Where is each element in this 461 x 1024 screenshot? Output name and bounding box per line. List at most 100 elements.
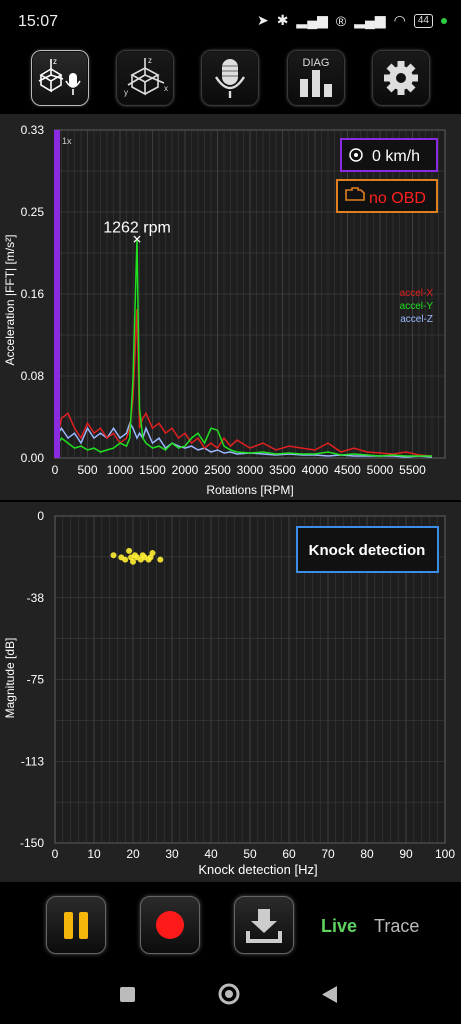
speed-box[interactable]: 0 km/h (340, 138, 438, 172)
knock-y-tick-label: -38 (27, 591, 45, 605)
accel-mic-mode-button[interactable]: z (31, 50, 89, 106)
fft-x-tick-label: 500 (77, 463, 97, 477)
fft-y-tick-label: 0.16 (21, 287, 45, 301)
knock-point (122, 556, 129, 563)
svg-text:z: z (53, 57, 57, 66)
battery-icon: 44 (413, 13, 433, 28)
obd-status: no OBD (369, 190, 426, 207)
pause-button[interactable] (46, 896, 106, 954)
knock-x-tick-label: 70 (321, 847, 335, 861)
fft-x-tick-label: 2000 (172, 463, 199, 477)
knock-point (110, 552, 117, 559)
accel-3d-icon: z x y (124, 56, 168, 97)
fft-y-ticks: 0.00 0.08 0.16 0.25 0.33 (21, 123, 45, 465)
knock-point (157, 556, 164, 563)
recents-icon[interactable] (120, 987, 135, 1002)
location-icon: ➤ (256, 12, 269, 28)
download-button[interactable] (234, 896, 294, 954)
knock-y-tick-label: -150 (20, 836, 44, 850)
knock-chart[interactable]: 0 -38 -75 -113 -150 0 10 20 30 40 50 60 70 80 90 100 M… (0, 502, 461, 882)
peak-marker: ✕ 1262 rpm (103, 219, 171, 246)
knock-chart-panel: 0 -38 -75 -113 -150 0 10 20 30 40 50 60 70 80 90 100 M… (0, 502, 461, 882)
download-icon (246, 909, 282, 943)
diag-mode-button[interactable]: DIAG (287, 50, 345, 106)
knock-y-tick-label: -75 (27, 673, 45, 687)
knock-x-ticks: 0 10 20 30 40 50 60 70 80 90 100 (52, 847, 456, 861)
fft-y-tick-label: 0.00 (21, 451, 45, 465)
knock-x-tick-label: 100 (435, 847, 455, 861)
series-line-accel-x (54, 308, 433, 457)
accel-mic-icon: z (38, 57, 81, 95)
knock-x-tick-label: 80 (360, 847, 374, 861)
fft-x-tick-label: 3500 (269, 463, 296, 477)
accel-3d-mode-button[interactable]: z x y (116, 50, 174, 106)
series-line-accel-y (54, 239, 432, 457)
fft-chart[interactable]: 0.00 0.08 0.16 0.25 0.33 0 500 1000 1500 2000 250… (0, 114, 461, 500)
svg-text:y: y (124, 88, 128, 97)
cursor-label: 1x (62, 136, 72, 146)
knock-x-tick-label: 0 (52, 847, 59, 861)
settings-button[interactable] (372, 50, 430, 106)
microphone-icon (214, 59, 246, 98)
peak-x-mark: ✕ (132, 232, 142, 246)
knock-y-tick-label: -113 (21, 754, 44, 768)
fft-x-tick-label: 5000 (367, 463, 394, 477)
legend-accel-x: accel-X (400, 288, 434, 299)
back-icon[interactable] (322, 986, 337, 1003)
roaming-icon: ® (335, 12, 347, 29)
mode-toolbar: z z x y DIAG (0, 42, 461, 114)
bluetooth-icon: ✱ (276, 12, 289, 28)
fft-x-tick-label: 4000 (302, 463, 329, 477)
fft-x-tick-label: 0 (52, 463, 59, 477)
wheel-icon (349, 148, 363, 162)
knock-y-tick-label: 0 (37, 509, 44, 523)
knock-x-tick-label: 10 (87, 847, 101, 861)
knock-point (130, 558, 136, 565)
fft-x-tick-label: 4500 (334, 463, 361, 477)
knock-x-tick-label: 40 (204, 847, 218, 861)
fft-x-tick-label: 1000 (107, 463, 134, 477)
fft-x-tick-label: 1500 (139, 463, 166, 477)
privacy-dot-icon (441, 17, 447, 24)
legend-accel-y: accel-Y (400, 301, 434, 312)
record-icon (156, 911, 184, 939)
series-line-accel-z (54, 421, 433, 458)
control-bar: Live Trace (0, 884, 461, 970)
mic-mode-button[interactable] (201, 50, 259, 106)
diag-chart-icon: DIAG (300, 57, 332, 97)
fft-y-tick-label: 0.33 (21, 123, 45, 137)
sim-signal-icon: ▂▄▆ (354, 12, 386, 28)
knock-points (110, 547, 164, 565)
fft-legend: accel-X accel-Y accel-Z (400, 288, 434, 325)
system-nav-bar (0, 970, 461, 1024)
knock-point (149, 550, 156, 557)
svg-text:z: z (148, 56, 152, 65)
status-bar: 15:07 ➤ ✱ ▂▄▆ ® ▂▄▆ ◠ 44 (0, 0, 461, 42)
pause-icon (64, 912, 88, 939)
knock-y-ticks: 0 -38 -75 -113 -150 (20, 509, 44, 850)
fft-y-axis-label: Acceleration |FFT| [m/s²] (3, 235, 17, 366)
speed-value: 0 km/h (372, 148, 420, 165)
svg-text:DIAG: DIAG (303, 57, 330, 69)
fft-x-axis-label: Rotations [RPM] (206, 483, 293, 497)
legend-accel-z: accel-Z (400, 314, 433, 325)
knock-x-tick-label: 90 (399, 847, 413, 861)
trace-toggle[interactable]: Trace (374, 916, 420, 936)
knock-x-tick-label: 50 (243, 847, 257, 861)
engine-icon (345, 187, 365, 201)
knock-title: Knock detection (309, 542, 426, 559)
svg-text:x: x (164, 84, 168, 93)
fft-series (54, 239, 433, 458)
wifi-icon: ◠ (393, 12, 406, 28)
live-toggle[interactable]: Live (321, 916, 358, 936)
status-icons: ➤ ✱ ▂▄▆ ® ▂▄▆ ◠ 44 (257, 12, 447, 29)
obd-box[interactable]: no OBD (336, 179, 438, 213)
signal-icon: ▂▄▆ (296, 12, 328, 28)
knock-x-axis-label: Knock detection [Hz] (198, 862, 317, 877)
record-button[interactable] (140, 896, 200, 954)
home-icon[interactable] (218, 983, 240, 1005)
rpm-cursor-bar[interactable] (54, 130, 60, 458)
knock-y-axis-label: Magnitude [dB] (3, 638, 17, 719)
fft-x-tick-label: 3000 (237, 463, 264, 477)
fft-y-tick-label: 0.08 (21, 369, 45, 383)
